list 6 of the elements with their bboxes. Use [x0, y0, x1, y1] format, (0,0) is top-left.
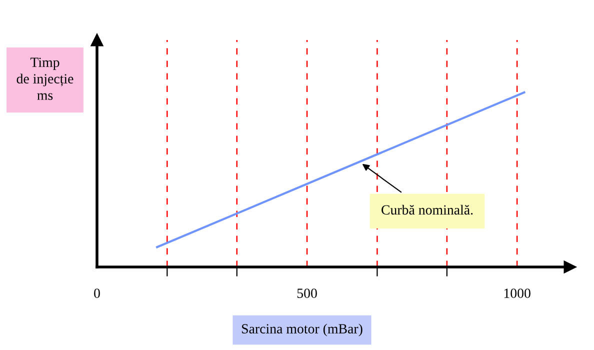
- y-axis-title: Timp de injecție ms: [16, 58, 74, 100]
- x-tick-label: 500: [297, 288, 317, 298]
- x-tick-label: 1000: [504, 288, 530, 298]
- annotation: Curbă nominală.: [382, 204, 473, 215]
- x-tick-label: 0: [94, 288, 100, 298]
- x-axis-title: Sarcina motor (mBar): [242, 324, 362, 336]
